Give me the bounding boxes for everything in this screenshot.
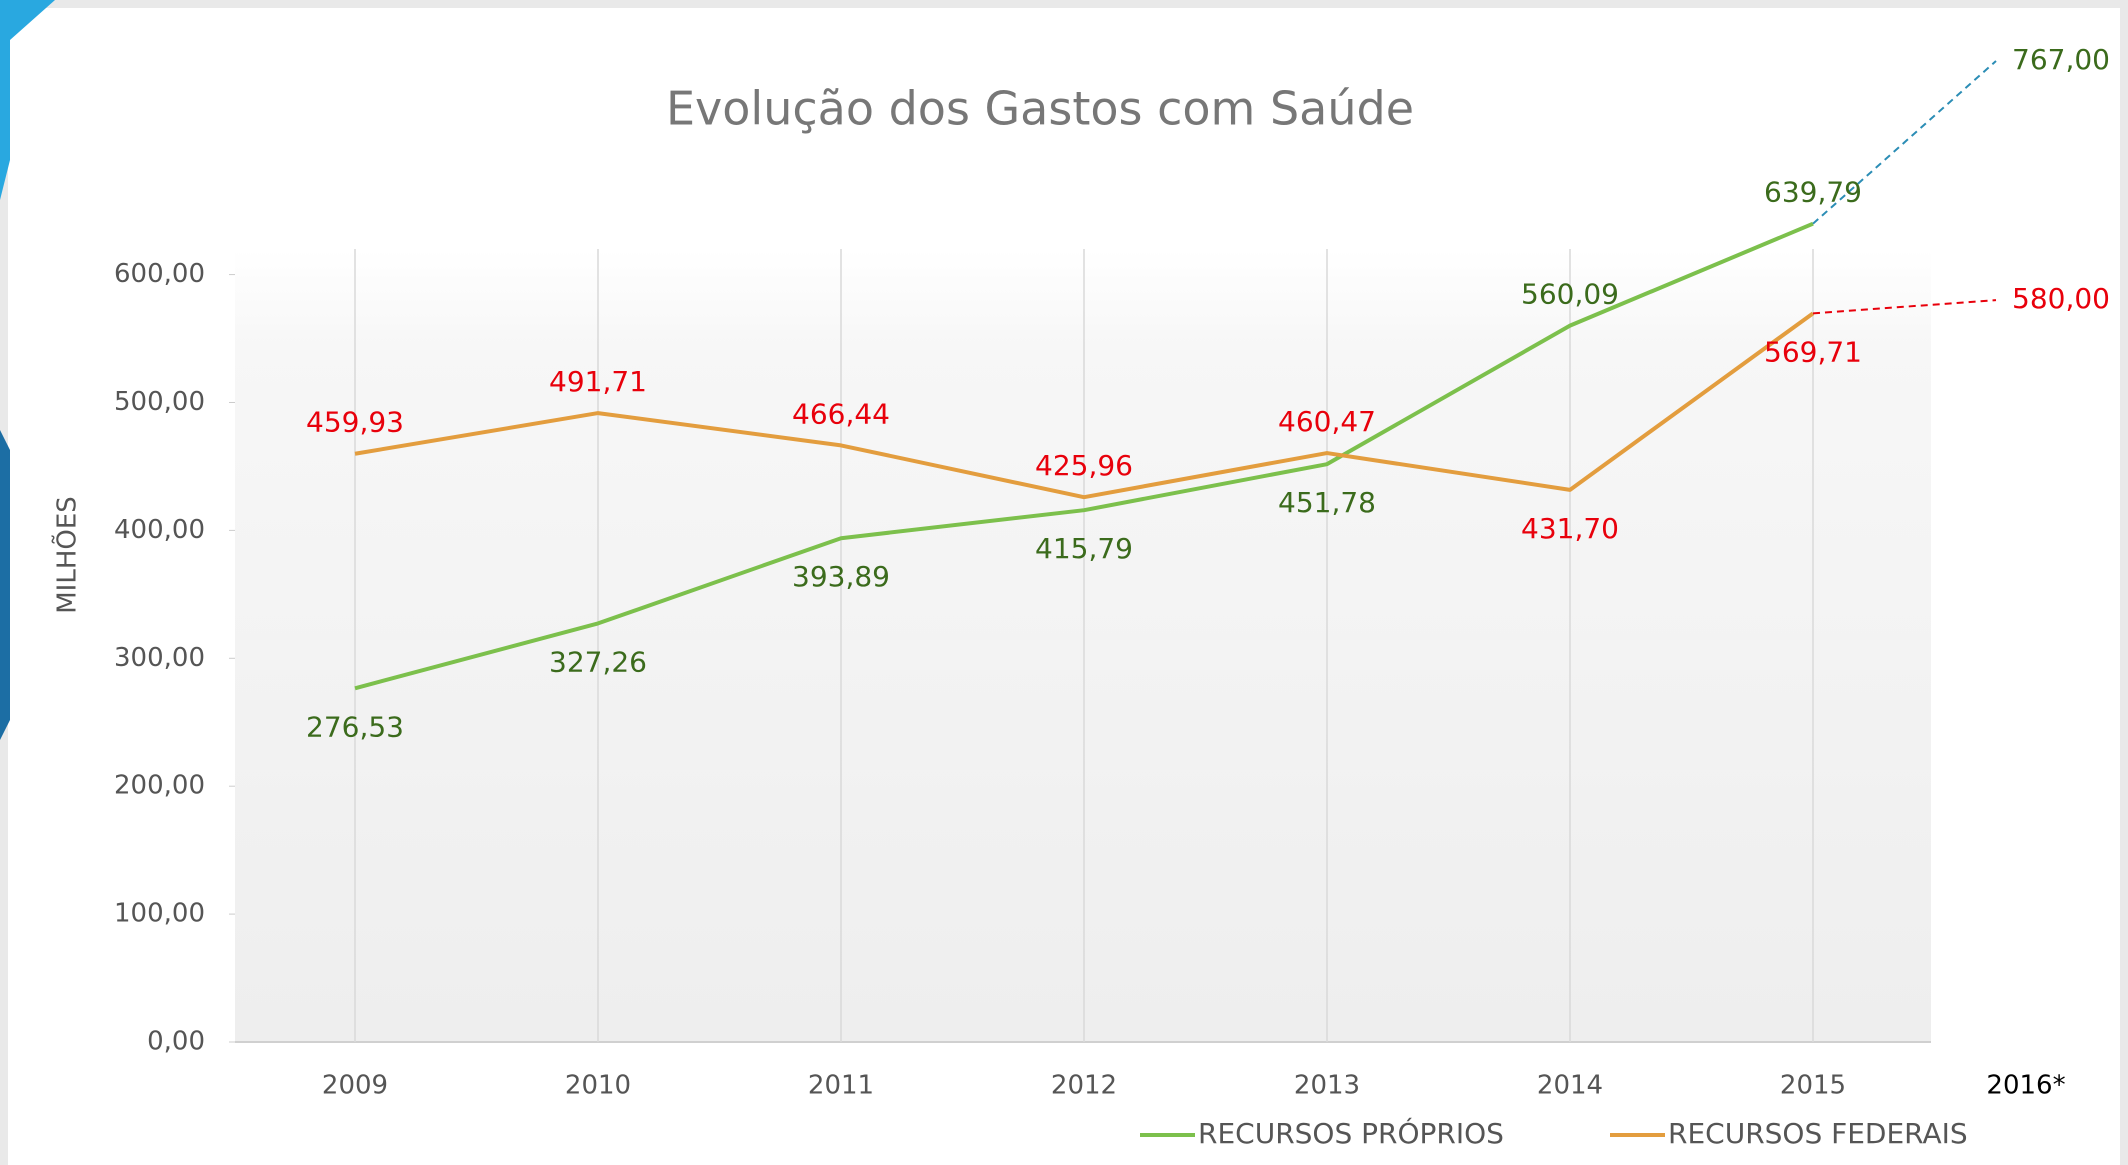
x-tick-label: 2013 <box>1294 1071 1360 1101</box>
x-tick-label: 2010 <box>565 1071 631 1101</box>
y-tick-label: 600,00 <box>114 259 205 289</box>
series-line <box>354 311 1815 500</box>
data-label: 451,78 <box>1278 486 1376 519</box>
data-label: 431,70 <box>1521 512 1619 545</box>
y-tick-label: 100,00 <box>114 899 205 929</box>
legend-label: RECURSOS PRÓPRIOS <box>1198 1116 1504 1150</box>
y-tick-label: 0,00 <box>147 1027 205 1057</box>
data-label: 276,53 <box>306 710 404 743</box>
data-label: 491,71 <box>549 365 647 398</box>
data-label: 639,79 <box>1764 176 1862 209</box>
x-tick-label: 2012 <box>1051 1071 1117 1101</box>
legend-label: RECURSOS FEDERAIS <box>1668 1117 1968 1150</box>
decoration <box>0 430 10 740</box>
data-label: 415,79 <box>1035 532 1133 565</box>
data-label: 459,93 <box>306 406 404 439</box>
x-tick-label: 2015 <box>1780 1071 1846 1101</box>
x-tick-label: 2009 <box>322 1071 388 1101</box>
x-tick-label: 2016* <box>1986 1071 2065 1101</box>
projection-line <box>1812 60 1997 225</box>
data-label: 560,09 <box>1521 278 1619 311</box>
y-axis-label: MILHÕES <box>51 496 83 614</box>
data-label: 466,44 <box>792 397 890 430</box>
data-label: 425,96 <box>1035 449 1133 482</box>
y-tick-label: 300,00 <box>114 643 205 673</box>
x-tick-label: 2011 <box>808 1071 874 1101</box>
data-label: 393,89 <box>792 560 890 593</box>
data-label: 580,00 <box>2012 282 2110 315</box>
data-label: 327,26 <box>549 645 647 678</box>
series-line <box>354 221 1814 691</box>
y-tick-label: 400,00 <box>114 515 205 545</box>
plot-area <box>235 249 1931 1042</box>
y-tick-label: 500,00 <box>114 387 205 417</box>
x-tick-label: 2014 <box>1537 1071 1603 1101</box>
projection-line <box>1812 299 1997 315</box>
chart-title: Evolução dos Gastos com Saúde <box>666 82 1414 136</box>
y-tick-label: 200,00 <box>114 771 205 801</box>
data-label: 767,00 <box>2012 43 2110 76</box>
data-label: 569,71 <box>1764 335 1862 368</box>
data-label: 460,47 <box>1278 405 1376 438</box>
decoration <box>0 0 55 200</box>
